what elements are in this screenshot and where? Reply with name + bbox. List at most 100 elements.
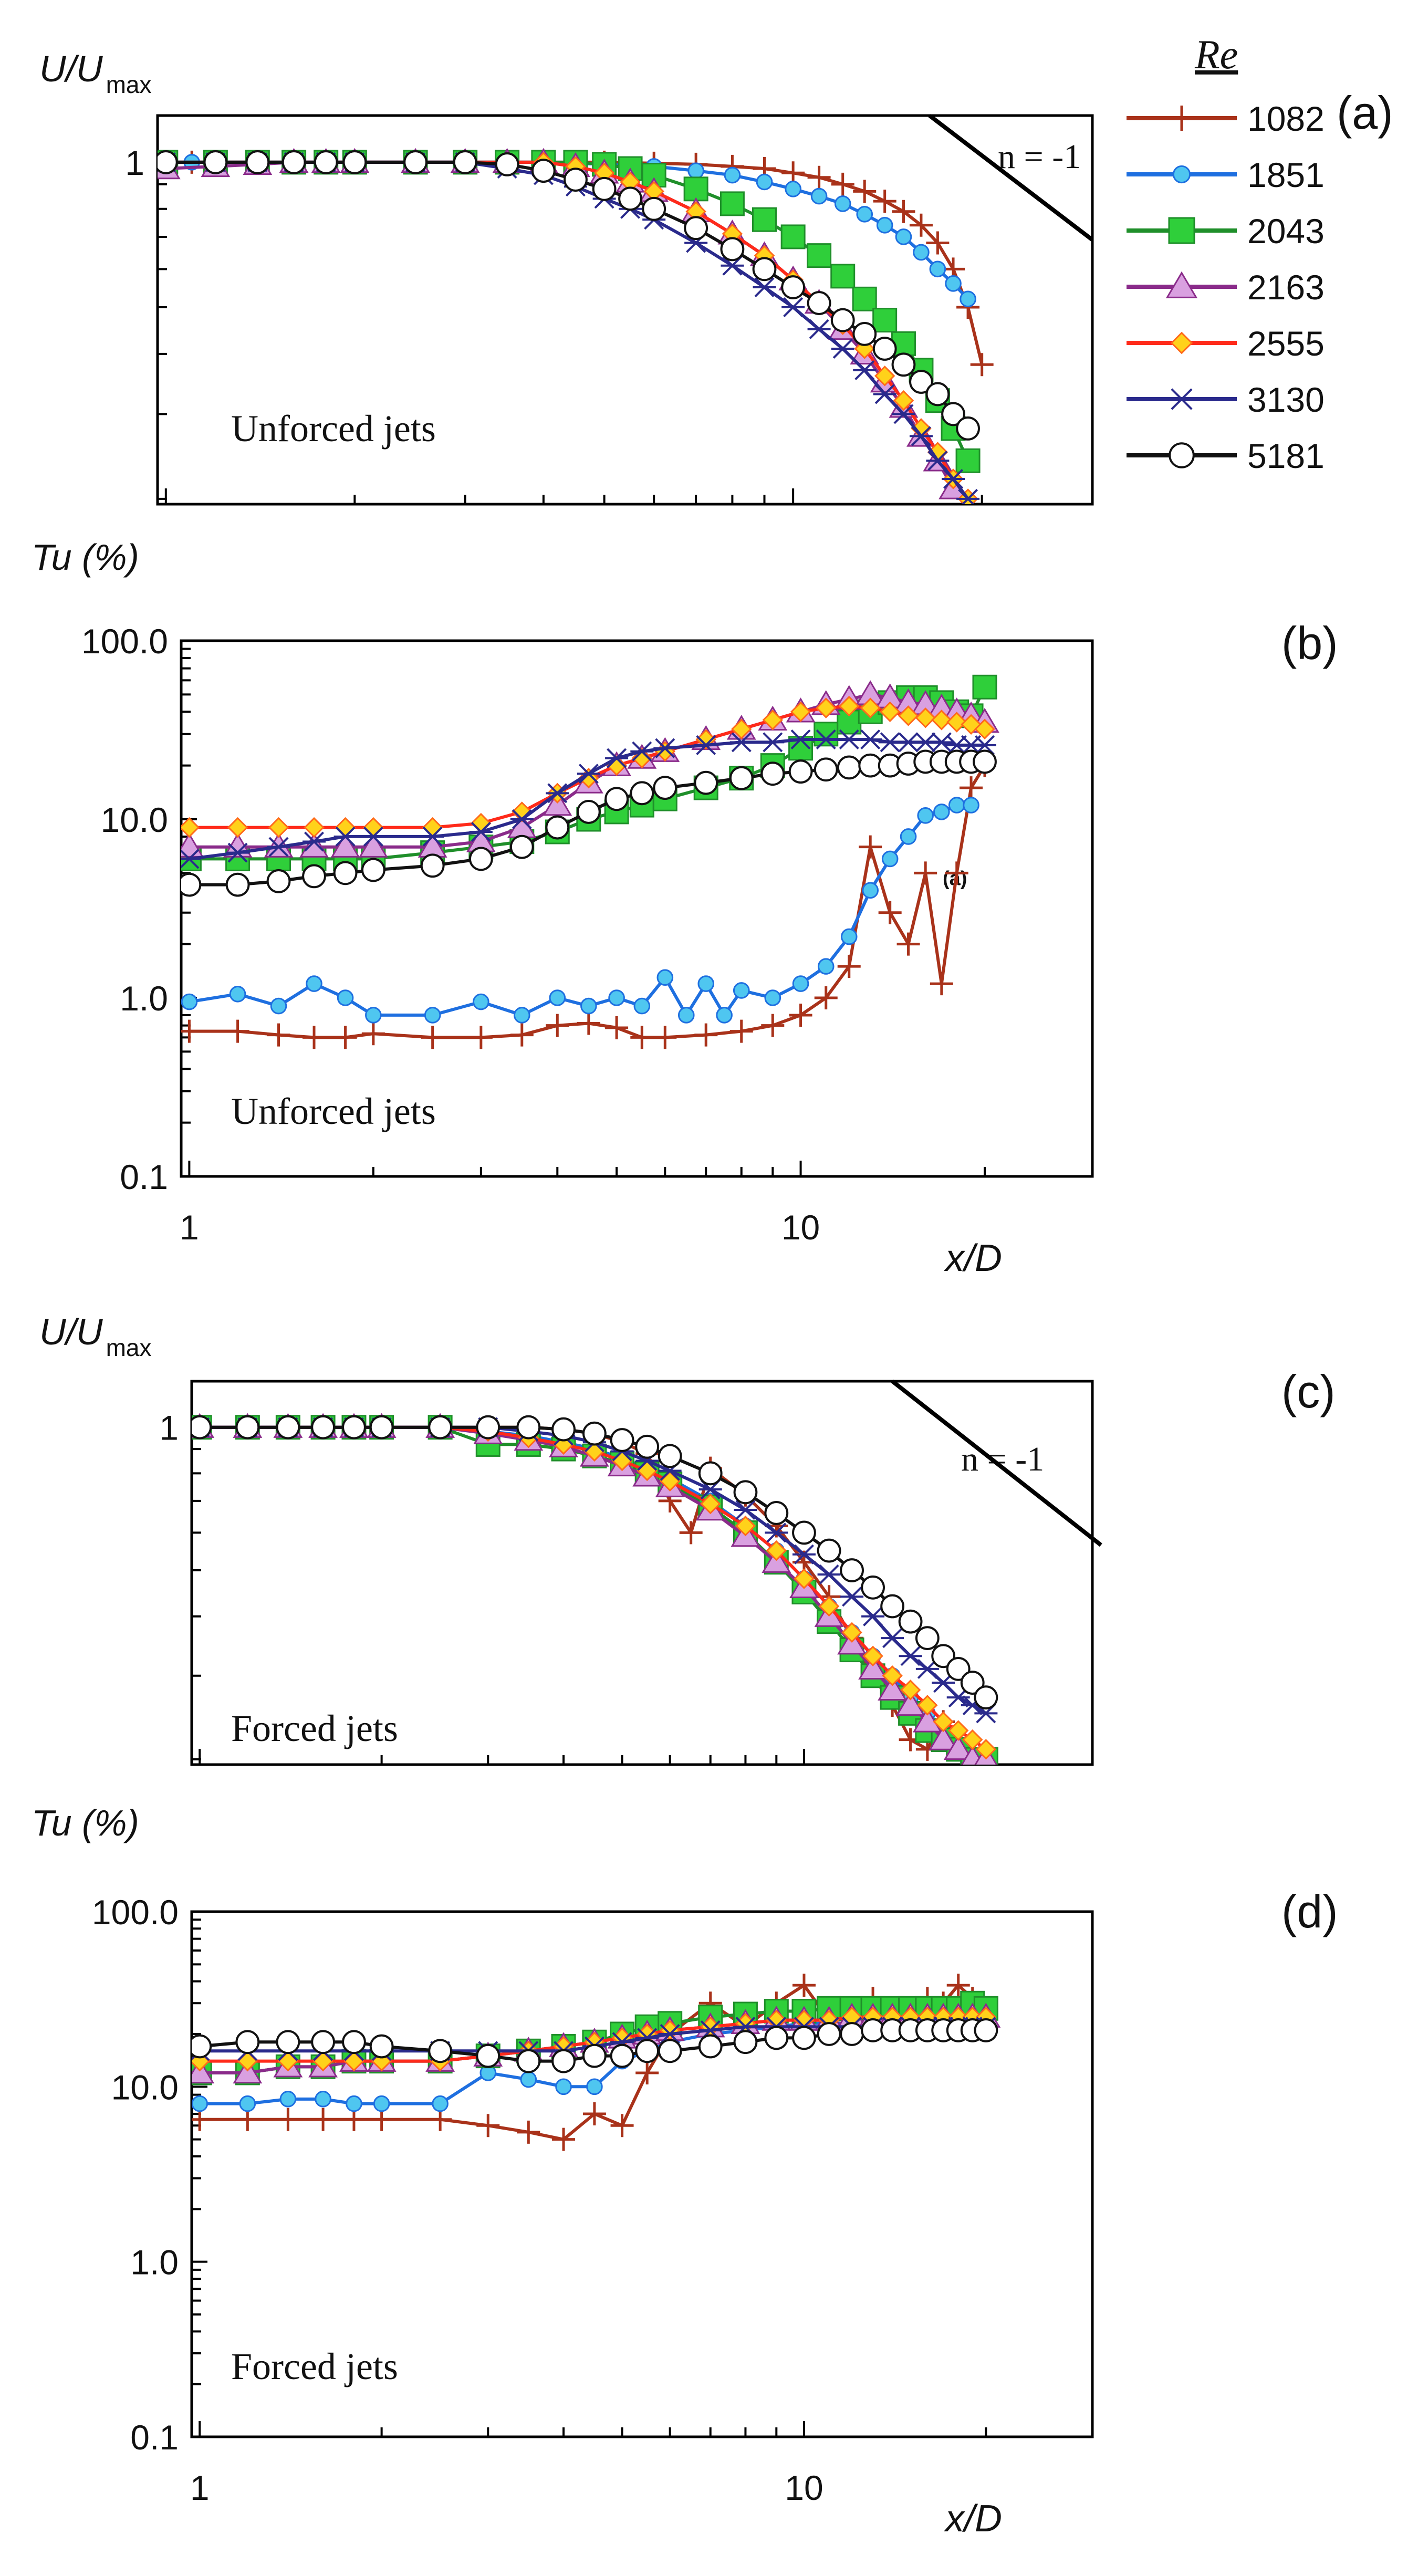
- legend-entry-1851-swatch-marker: [1172, 165, 1191, 184]
- panel-a-ylabel-main: U/U: [39, 48, 103, 89]
- panel-d-series-5181-point: [235, 2030, 260, 2054]
- panel-a-series-5181-point: [852, 321, 877, 346]
- panel-c-series-5181-point: [898, 1609, 923, 1634]
- panel-b-letter: (b): [1281, 617, 1338, 669]
- panel-d-series-1082-point: [276, 2108, 300, 2131]
- panel-b-series-3130-point: [973, 735, 996, 755]
- panel-d-series-1851-point: [239, 2095, 256, 2112]
- panel-b-ylabel: Tu (%): [32, 537, 139, 578]
- panel-c-series-5181-point: [342, 1415, 366, 1440]
- panel-b-series-1851-point: [817, 958, 835, 975]
- panel-c-series-2163-point: [912, 1707, 942, 1733]
- panel-a-series-5181-point: [807, 291, 831, 315]
- panel-b-series-1851-point: [473, 993, 489, 1010]
- panel-b-series-2163-point: [299, 832, 329, 858]
- panel-c-series-3130-point: [899, 1646, 922, 1666]
- panel-b-series-1082-point: [469, 1026, 493, 1049]
- panel-a-series-2043-point: [683, 176, 708, 202]
- panel-b-series-2043-point: [972, 674, 997, 700]
- panel-c-series-1082-point: [679, 1521, 703, 1545]
- legend-entry-1851-label: 1851: [1247, 155, 1325, 194]
- panel-b-series-1082-point: [303, 1026, 326, 1049]
- panel-b-series-1082-point: [181, 1019, 201, 1043]
- panel-b-series-2555-point: [816, 697, 837, 718]
- legend-entry-2163-swatch-marker: [1165, 271, 1198, 298]
- panel-c-series-5181-point: [369, 1415, 394, 1440]
- panel-d-xtick-label: 10: [785, 2468, 823, 2507]
- panel-c-series-5181-point: [428, 1415, 453, 1440]
- panel-d-series-1082-point: [946, 1974, 970, 1997]
- panel-b-series-1851-point: [948, 797, 965, 814]
- panel-d-series-1851-point: [346, 2095, 362, 2112]
- legend-entry-1082: 1082: [1127, 99, 1325, 138]
- panel-a-series-5181-point: [909, 370, 933, 394]
- panel-c-series-5181-point: [880, 1594, 905, 1619]
- panel-c-power-law-line: [891, 1379, 1102, 1547]
- panel-b-series-3130-point: [605, 748, 629, 768]
- panel-c-series-2555-point: [975, 1739, 997, 1760]
- panel-b-series-2555-point: [731, 718, 752, 739]
- panel-b-series-1851-point: [840, 928, 858, 945]
- panel-b-series-1851-point: [633, 997, 651, 1015]
- panel-b-series-1082-point: [694, 1023, 718, 1047]
- panel-b-series-5181-point: [468, 847, 493, 871]
- panel-a-series-3130-point: [807, 319, 831, 339]
- panel-c-series-2163-point: [895, 1691, 925, 1716]
- panel-a-series-1851-point: [756, 173, 773, 191]
- panel-d-series-5181-point: [658, 2039, 682, 2063]
- panel-b-series-2555-point: [790, 701, 811, 723]
- panel-c-series-5181-point: [658, 1444, 682, 1468]
- panel-d-xtick-label: 1: [190, 2468, 210, 2507]
- panel-b-series-1851-point: [963, 797, 979, 814]
- panel-b-series-1082-point: [930, 972, 953, 996]
- panel-b-series-2555-point: [974, 718, 995, 739]
- panel-c-series-5181-point: [960, 1671, 985, 1695]
- panel-d-ytick-label: 100.0: [92, 1893, 179, 1932]
- panel-a-series-3130-point: [753, 277, 776, 298]
- panel-c-series-2555-point: [862, 1645, 883, 1667]
- panel-b-series-5181-point: [814, 757, 838, 782]
- panel-d-series-5181-point: [192, 2034, 212, 2059]
- panel-b-plot-frame: [180, 639, 1094, 1178]
- panel-c-series-5181-point: [698, 1461, 723, 1486]
- panel-d-ytick-label: 1.0: [130, 2243, 179, 2282]
- panel-a-series-1851-point: [856, 206, 873, 223]
- panel-b-series-3130-point: [226, 842, 249, 863]
- panel-d-series-5181-point: [551, 2049, 576, 2073]
- panel-b-series-1082-point: [945, 861, 968, 885]
- panel-a-series-1082-point: [853, 180, 877, 203]
- panel-b-series-1851-point: [549, 989, 566, 1006]
- panel-a-series-1851-point: [810, 187, 828, 205]
- panel-b-series-1851-point: [697, 975, 715, 992]
- panel-d-series-1851-point: [373, 2095, 390, 2112]
- panel-b-series-3130-point: [653, 738, 677, 758]
- panel-b-series-3130-point: [361, 826, 385, 847]
- panel-b-series-1851-point: [933, 804, 950, 820]
- panel-c-series-5181-point: [192, 1415, 212, 1440]
- panel-b-series-3130-point: [546, 783, 569, 804]
- panel-a-series-1851-point: [785, 180, 801, 197]
- panel-b-series-1851: [181, 797, 979, 1024]
- legend-entry-3130: 3130: [1127, 380, 1325, 419]
- panel-a-series-2043-point: [752, 207, 777, 232]
- legend: Re 1082 1851 2043 2163 2555 3130 5181: [1127, 32, 1325, 475]
- legend-entry-5181-swatch-marker: [1169, 442, 1195, 468]
- panel-c-series-2163-point: [878, 1675, 908, 1701]
- panel-b-ytick-label: 10.0: [101, 800, 168, 839]
- panel-a-series-5181: [158, 150, 980, 441]
- panel-a-series-1851-point: [913, 244, 930, 261]
- panel-a-series-5181-point: [872, 337, 897, 361]
- panel-b-series-1851-point: [792, 975, 809, 992]
- panel-a-ylabel: U/U max: [39, 48, 151, 98]
- panel-c-series-5181-point: [311, 1415, 336, 1440]
- panel-b-series-2555-point: [961, 714, 982, 735]
- panel-a-series-2043-point: [872, 308, 898, 333]
- panel-c-series-3130-point: [840, 1587, 864, 1607]
- panel-c-series-2163-point: [943, 1735, 973, 1760]
- panel-d-series-5181-point: [792, 2026, 816, 2050]
- panel-c-series-2555-point: [700, 1493, 721, 1515]
- panel-b-series-2163-point: [358, 832, 388, 858]
- panel-b-series-1082-point: [729, 1019, 753, 1043]
- panel-c-series-2555-point: [933, 1711, 954, 1733]
- panel-c-series-2555-point: [794, 1568, 815, 1589]
